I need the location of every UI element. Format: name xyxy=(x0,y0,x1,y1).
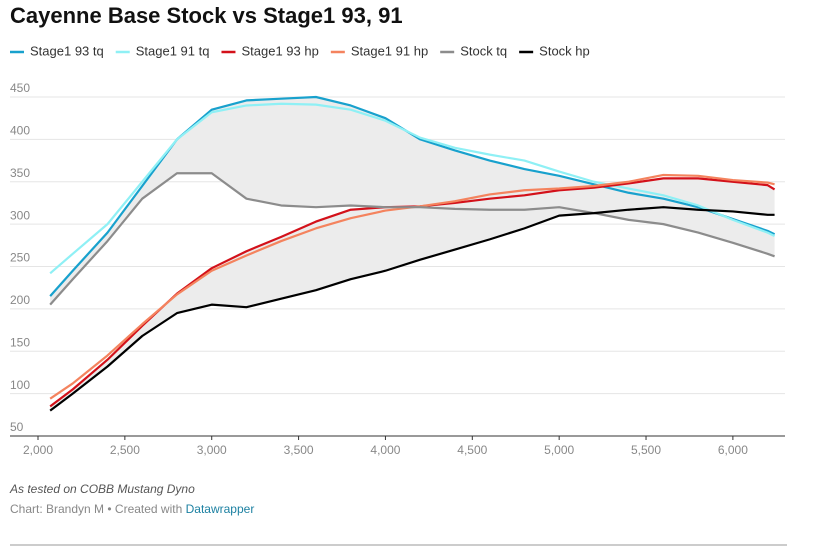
legend-label: Stage1 93 hp xyxy=(241,43,318,58)
series-line xyxy=(49,172,775,306)
legend-label: Stock tq xyxy=(460,43,507,58)
source-text: Chart: Brandyn M • Created with xyxy=(10,502,182,516)
credit-link[interactable]: Datawrapper xyxy=(186,502,255,516)
legend: Stage1 93 tq Stage1 91 tq Stage1 93 hp Stag… xyxy=(10,43,590,58)
chart-title: Cayenne Base Stock vs Stage1 93, 91 xyxy=(10,3,403,28)
y-tick-label: 50 xyxy=(10,420,24,434)
legend-label: Stage1 91 tq xyxy=(136,43,210,58)
x-tick-label: 5,000 xyxy=(544,443,574,457)
x-tick-label: 3,000 xyxy=(197,443,227,457)
y-tick-label: 150 xyxy=(10,335,30,349)
y-tick-label: 200 xyxy=(10,293,30,307)
note: As tested on COBB Mustang Dyno xyxy=(9,482,195,496)
y-tick-label: 250 xyxy=(10,251,30,265)
range-area xyxy=(50,178,775,411)
range-area xyxy=(50,97,775,305)
x-tick-label: 2,500 xyxy=(110,443,140,457)
legend-label: Stage1 93 tq xyxy=(30,43,104,58)
y-tick-label: 100 xyxy=(10,378,30,392)
source: Chart: Brandyn M • Created with Datawrap… xyxy=(10,502,254,516)
x-tick-label: 6,000 xyxy=(718,443,748,457)
legend-label: Stage1 91 hp xyxy=(351,43,428,58)
series-line xyxy=(49,206,775,412)
y-tick-label: 400 xyxy=(10,124,30,138)
x-tick-label: 4,000 xyxy=(370,443,400,457)
legend-label: Stock hp xyxy=(539,43,590,58)
y-tick-label: 450 xyxy=(10,81,30,95)
series-line xyxy=(49,102,776,275)
x-tick-label: 3,500 xyxy=(284,443,314,457)
x-tick-label: 5,500 xyxy=(631,443,661,457)
x-tick-label: 2,000 xyxy=(23,443,53,457)
y-tick-label: 350 xyxy=(10,166,30,180)
y-tick-label: 300 xyxy=(10,208,30,222)
plot-area: 50 100 150 200 250 300 350 400 450 2,000 2,500 3,00… xyxy=(10,81,785,457)
x-tick-label: 4,500 xyxy=(457,443,487,457)
